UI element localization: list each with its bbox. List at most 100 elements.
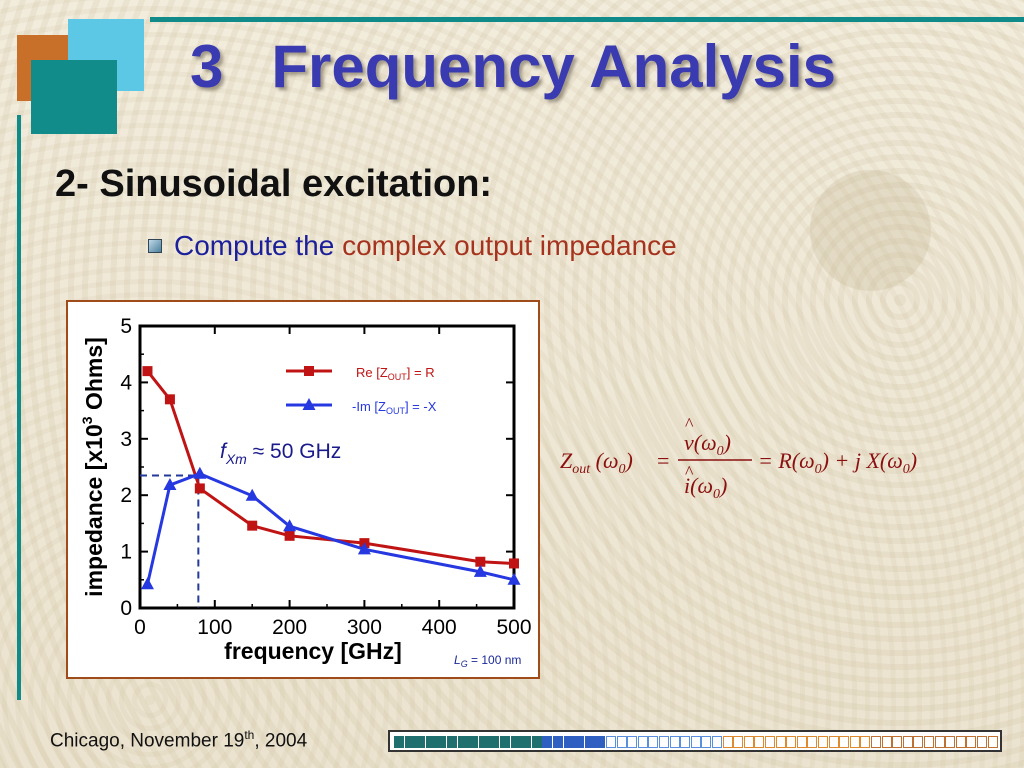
progress-cell <box>553 736 563 748</box>
progress-cell <box>743 736 754 748</box>
progress-cell <box>765 736 775 748</box>
series-point-square <box>284 530 295 541</box>
progress-cell <box>955 736 966 748</box>
series-point-square <box>194 483 205 494</box>
bullet-item: Compute the complex output impedance <box>148 230 677 262</box>
progress-cell <box>436 736 447 748</box>
series-point-triangle <box>357 542 371 555</box>
progress-cell <box>531 736 542 748</box>
progress-cell <box>892 736 903 748</box>
bullet-text: Compute the <box>174 230 335 261</box>
formula-equals: = <box>657 448 669 473</box>
series-point-triangle <box>245 488 259 501</box>
progress-cell <box>775 736 786 748</box>
series-point-triangle <box>163 478 177 491</box>
y-tick-label: 5 <box>120 315 132 338</box>
series-point-square <box>247 520 258 531</box>
y-tick-label: 2 <box>120 484 132 507</box>
progress-cell <box>478 736 489 748</box>
x-axis-label: frequency [GHz] <box>224 638 402 664</box>
progress-cell <box>404 736 415 748</box>
progress-cell <box>712 736 722 748</box>
slide-progress-bar <box>388 730 1002 752</box>
series-point-triangle <box>507 572 521 585</box>
progress-cell <box>595 736 606 748</box>
footer-place: Chicago, November 19 <box>50 730 245 752</box>
x-tick-label: 400 <box>422 616 457 639</box>
y-tick-label: 3 <box>120 428 132 451</box>
progress-cell <box>510 736 521 748</box>
bullet-square-icon <box>148 239 162 253</box>
progress-cell <box>924 736 934 748</box>
x-tick-label: 300 <box>347 616 382 639</box>
progress-cell <box>849 736 860 748</box>
x-tick-label: 100 <box>197 616 232 639</box>
x-tick-label: 0 <box>134 616 146 639</box>
side-rule <box>17 115 21 700</box>
progress-cell <box>722 736 733 748</box>
progress-cell <box>563 736 574 748</box>
progress-cell <box>521 736 532 748</box>
progress-cell <box>807 736 818 748</box>
series-line-0 <box>146 370 515 565</box>
footer-text: Chicago, November 19th, 2004 <box>50 728 307 752</box>
progress-cell <box>818 736 828 748</box>
progress-cell <box>415 736 426 748</box>
chart-svg: 0 100 200 300 400 500 0 1 2 3 4 5 Re [ZOUT] = R -Im [… <box>79 315 532 669</box>
y-tick-label: 4 <box>120 371 132 394</box>
progress-cell <box>669 736 680 748</box>
x-tick-label: 200 <box>272 616 307 639</box>
progress-cell <box>447 736 457 748</box>
progress-cell <box>680 736 691 748</box>
progress-cell <box>945 736 956 748</box>
y-tick-label: 1 <box>120 541 132 564</box>
x-tick-label: 500 <box>496 616 531 639</box>
progress-cell <box>902 736 913 748</box>
progress-cell <box>913 736 924 748</box>
formula-denominator: i(ω0) <box>684 473 727 502</box>
series-point-triangle <box>193 466 207 479</box>
lg-note: LG = 100 nm <box>454 653 521 669</box>
slide-title: 3 Frequency Analysis <box>190 32 836 101</box>
bullet-highlight: complex output impedance <box>342 230 677 261</box>
impedance-chart: 0 100 200 300 400 500 0 1 2 3 4 5 Re [ZOUT] = R -Im [… <box>66 300 540 679</box>
y-axis-label: impedance [x103 Ohms] <box>79 337 107 597</box>
legend-label: Re [ZOUT] = R <box>356 365 435 382</box>
footer-sup: th <box>244 728 255 742</box>
progress-cell <box>457 736 468 748</box>
progress-cell <box>934 736 945 748</box>
progress-cell <box>648 736 659 748</box>
footer-year: , 2004 <box>254 730 308 752</box>
progress-cell <box>637 736 648 748</box>
progress-cell <box>394 736 404 748</box>
formula-numerator: v(ω0) <box>684 430 731 459</box>
progress-cell <box>839 736 850 748</box>
progress-cell <box>468 736 479 748</box>
progress-cell <box>489 736 500 748</box>
formula-hat-i: ^ <box>685 462 694 482</box>
legend-marker-square <box>304 366 314 376</box>
progress-cell <box>786 736 797 748</box>
progress-cell <box>860 736 871 748</box>
progress-cell <box>584 736 595 748</box>
legend-label: -Im [ZOUT] = -X <box>352 399 437 416</box>
progress-cell <box>627 736 638 748</box>
plot-frame <box>138 324 516 610</box>
progress-cell <box>987 736 998 748</box>
series-point-square <box>509 558 519 569</box>
progress-cell <box>606 736 616 748</box>
series-point-triangle <box>140 577 154 590</box>
legend-marker-triangle <box>302 398 316 410</box>
progress-cell <box>701 736 712 748</box>
series-point-square <box>475 556 486 567</box>
series-point-triangle <box>283 519 297 532</box>
header-rule <box>150 17 1024 22</box>
decor-square-teal <box>31 60 117 134</box>
progress-cell <box>574 736 585 748</box>
formula-hat-v: ^ <box>685 414 694 434</box>
progress-cell <box>500 736 510 748</box>
progress-cell <box>871 736 881 748</box>
progress-cell <box>966 736 977 748</box>
progress-cell <box>754 736 765 748</box>
formula-lhs: Zout (ω0) <box>560 448 633 477</box>
